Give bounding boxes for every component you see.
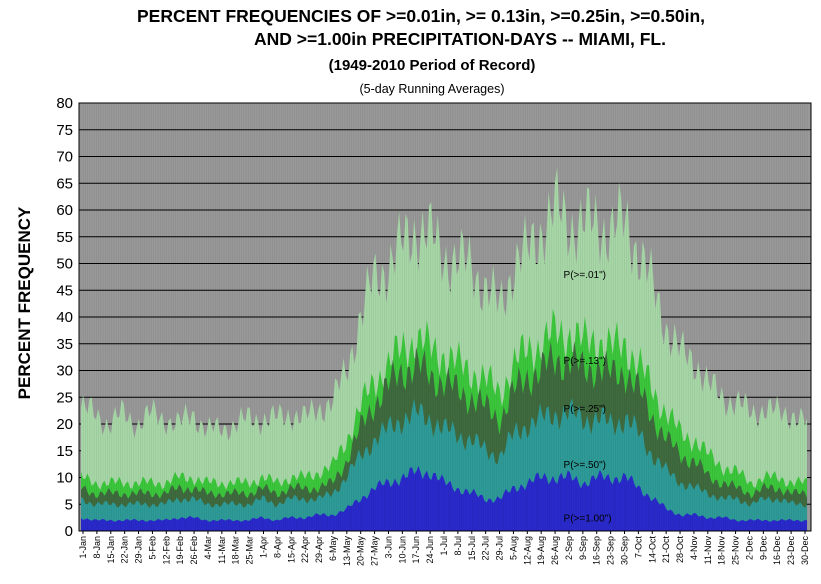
x-tick-label: 29-Jul (495, 536, 505, 561)
y-tick-label: 20 (56, 416, 73, 433)
x-tick-label: 15-Apr (286, 536, 296, 563)
plot-area (78, 102, 812, 532)
series-label: P(>=1.00") (564, 514, 612, 525)
y-tick-label: 30 (56, 363, 73, 380)
series-area-4 (81, 465, 807, 531)
x-tick-label: 23-Dec (786, 536, 796, 566)
y-tick-label: 15 (56, 443, 73, 460)
y-axis-label: PERCENT FREQUENCY (15, 206, 34, 399)
y-axis: 0 5 10 15 20 25 30 35 40 45 50 55 60 65 70 75 80 (56, 95, 73, 540)
y-tick-label: 70 (56, 149, 73, 166)
x-tick-label: 28-Oct (675, 536, 685, 564)
y-tick-label: 80 (56, 95, 73, 112)
plot-frame (78, 102, 812, 532)
y-tick-label: 5 (65, 496, 73, 513)
x-tick-label: 4-Mar (203, 536, 213, 560)
x-tick-label: 6-May (328, 536, 338, 562)
x-tick-label: 11-Mar (217, 536, 227, 564)
x-tick-label: 25-Nov (731, 536, 741, 566)
chart-subtitle2: (5-day Running Averages) (360, 82, 505, 96)
x-tick-label: 22-Apr (300, 536, 310, 563)
x-tick-label: 15-Jul (467, 536, 477, 561)
x-tick-label: 11-Nov (703, 536, 713, 565)
x-tick-label: 27-May (370, 536, 380, 567)
x-tick-label: 22-Jul (481, 536, 491, 561)
x-tick-label: 2-Dec (744, 536, 754, 561)
chart-title: PERCENT FREQUENCIES OF >=0.01in, >= 0.13… (137, 6, 705, 26)
x-tick-label: 18-Mar (231, 536, 241, 565)
y-tick-label: 0 (65, 523, 73, 540)
x-tick-label: 29-Apr (314, 536, 324, 563)
x-tick-label: 16-Dec (772, 536, 782, 566)
y-tick-label: 75 (56, 122, 73, 139)
x-tick-label: 1-Jul (439, 536, 449, 556)
x-tick-label: 4-Nov (689, 536, 699, 561)
x-tick-label: 19-Aug (536, 536, 546, 565)
x-tick-label: 5-Feb (147, 536, 157, 560)
chart-title-line2: AND >=1.00in PRECIPITATION-DAYS -- MIAMI… (254, 29, 666, 49)
x-tick-label: 3-Jun (383, 536, 393, 559)
x-tick-label: 18-Nov (717, 536, 727, 566)
x-tick-label: 2-Sep (564, 536, 574, 560)
y-tick-label: 25 (56, 389, 73, 406)
x-tick-label: 24-Jun (425, 536, 435, 564)
x-tick-label: 22-Jan (120, 536, 130, 564)
series-labels: P(>=.01") P(>=.13") P(>=.25") P(>=.50") P(>=… (564, 270, 612, 524)
x-tick-label: 1-Apr (259, 536, 269, 558)
x-tick-label: 21-Oct (661, 536, 671, 564)
x-tick-label: 16-Sep (592, 536, 602, 565)
y-tick-label: 65 (56, 175, 73, 192)
chart-subtitle: (1949-2010 Period of Record) (329, 57, 536, 74)
x-tick-label: 15-Jan (106, 536, 116, 564)
series-label: P(>=.01") (564, 270, 606, 281)
x-tick-label: 17-Jun (411, 536, 421, 564)
x-tick-label: 12-Aug (522, 536, 532, 565)
y-tick-label: 60 (56, 202, 73, 219)
x-tick-label: 23-Sep (606, 536, 616, 565)
x-tick-label: 26-Aug (550, 536, 560, 565)
x-tick-label: 13-May (342, 536, 352, 567)
x-tick-label: 25-Mar (245, 536, 255, 565)
y-tick-label: 40 (56, 309, 73, 326)
y-tick-label: 45 (56, 282, 73, 299)
series-label: P(>=.50") (564, 460, 606, 471)
x-tick-label: 9-Sep (578, 536, 588, 560)
x-tick-label: 8-Jul (453, 536, 463, 556)
x-tick-label: 12-Feb (161, 536, 171, 565)
x-tick-label: 14-Oct (647, 536, 657, 564)
x-tick-label: 19-Feb (175, 536, 185, 565)
x-tick-label: 5-Aug (508, 536, 518, 560)
x-axis: 1-Jan 8-Jan 15-Jan 22-Jan 29-Jan 5-Feb 12-Feb 1… (78, 531, 810, 566)
series-label: P(>=.25") (564, 404, 606, 415)
x-tick-label: 10-Jun (397, 536, 407, 564)
x-tick-label: 26-Feb (189, 536, 199, 565)
series-label: P(>=.13") (564, 356, 606, 367)
x-tick-label: 9-Dec (758, 536, 768, 561)
y-tick-label: 50 (56, 256, 73, 273)
x-tick-label: 30-Sep (620, 536, 630, 565)
x-tick-label: 29-Jan (134, 536, 144, 564)
x-tick-label: 7-Oct (633, 536, 643, 559)
y-tick-label: 35 (56, 336, 73, 353)
y-tick-label: 55 (56, 229, 73, 246)
x-tick-label: 1-Jan (78, 536, 88, 559)
x-tick-label: 8-Jan (92, 536, 102, 559)
y-tick-label: 10 (56, 470, 73, 487)
x-tick-label: 30-Dec (800, 536, 810, 566)
x-tick-label: 8-Apr (272, 536, 282, 558)
x-tick-label: 20-May (356, 536, 366, 567)
